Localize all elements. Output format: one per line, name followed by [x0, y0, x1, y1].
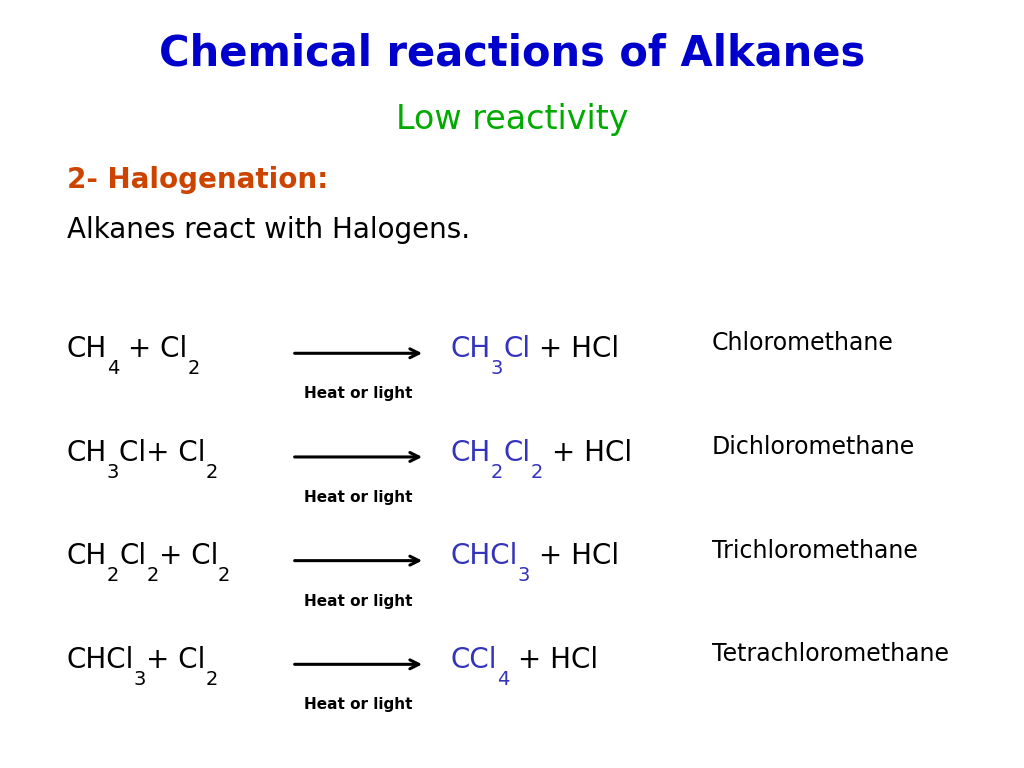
Text: 4: 4: [497, 670, 509, 689]
Text: 3: 3: [490, 359, 503, 378]
Text: + Cl: + Cl: [119, 335, 187, 363]
Text: 3: 3: [134, 670, 146, 689]
Text: 2: 2: [106, 566, 119, 585]
Text: CH: CH: [67, 439, 106, 467]
Text: 2: 2: [218, 566, 230, 585]
Text: Cl: Cl: [503, 439, 530, 467]
Text: Low reactivity: Low reactivity: [395, 103, 629, 135]
Text: 4: 4: [106, 359, 119, 378]
Text: + Cl: + Cl: [159, 542, 218, 571]
Text: 2: 2: [146, 566, 159, 585]
Text: Dichloromethane: Dichloromethane: [712, 435, 914, 459]
Text: + HCl: + HCl: [509, 646, 599, 674]
Text: Chloromethane: Chloromethane: [712, 331, 894, 356]
Text: 2: 2: [490, 462, 503, 482]
Text: Cl+ Cl: Cl+ Cl: [119, 439, 206, 467]
Text: + HCl: + HCl: [530, 542, 620, 571]
Text: CHCl: CHCl: [451, 542, 518, 571]
Text: CCl: CCl: [451, 646, 497, 674]
Text: + Cl: + Cl: [146, 646, 206, 674]
Text: CH: CH: [67, 542, 106, 571]
Text: Heat or light: Heat or light: [304, 594, 413, 609]
Text: CH: CH: [451, 335, 490, 363]
Text: 2: 2: [187, 359, 200, 378]
Text: 2: 2: [206, 462, 218, 482]
Text: CH: CH: [67, 335, 106, 363]
Text: Alkanes react with Halogens.: Alkanes react with Halogens.: [67, 217, 470, 244]
Text: Heat or light: Heat or light: [304, 697, 413, 713]
Text: 3: 3: [106, 462, 119, 482]
Text: CH: CH: [451, 439, 490, 467]
Text: Tetrachloromethane: Tetrachloromethane: [712, 642, 948, 667]
Text: Heat or light: Heat or light: [304, 490, 413, 505]
Text: + HCl: + HCl: [530, 335, 620, 363]
Text: 2: 2: [530, 462, 543, 482]
Text: + HCl: + HCl: [543, 439, 632, 467]
Text: Cl: Cl: [119, 542, 146, 571]
Text: Trichloromethane: Trichloromethane: [712, 538, 918, 563]
Text: Cl: Cl: [503, 335, 530, 363]
Text: Heat or light: Heat or light: [304, 386, 413, 402]
Text: 2- Halogenation:: 2- Halogenation:: [67, 167, 328, 194]
Text: Chemical reactions of Alkanes: Chemical reactions of Alkanes: [159, 33, 865, 74]
Text: CHCl: CHCl: [67, 646, 134, 674]
Text: 2: 2: [206, 670, 218, 689]
Text: 3: 3: [518, 566, 530, 585]
